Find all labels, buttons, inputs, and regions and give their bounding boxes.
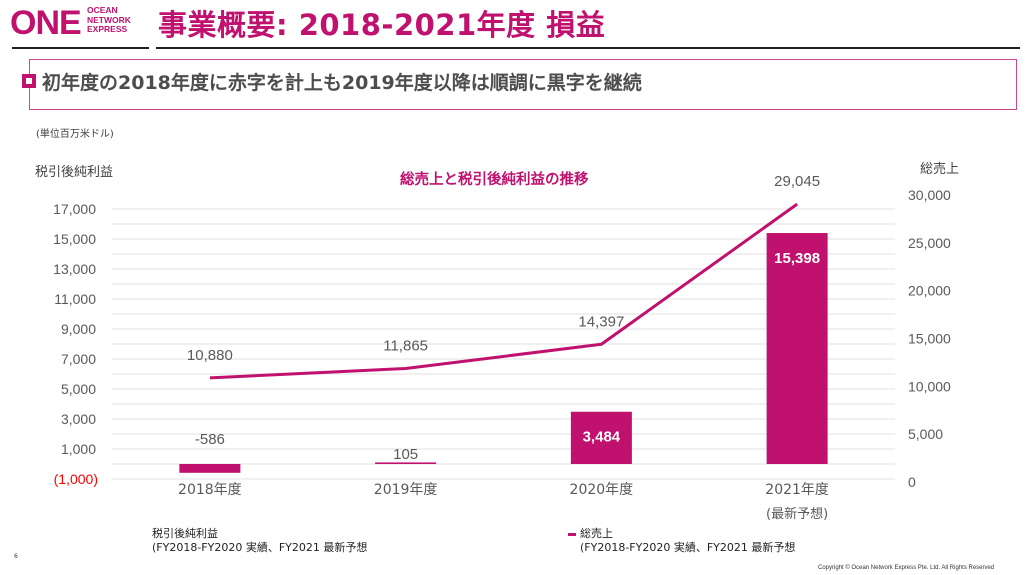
square-bullet-icon <box>22 74 36 88</box>
line-revenue <box>209 202 798 380</box>
logo-mark: ONE <box>10 4 82 42</box>
left-axis-tick-label: 5,000 <box>61 381 96 397</box>
bar-net-income <box>179 464 241 473</box>
bar-net-income <box>766 233 828 464</box>
legend-label: 税引後純利益 <box>152 527 218 540</box>
right-axis-tick-label: 10,000 <box>908 378 951 394</box>
category-label: 2019年度 <box>374 482 438 498</box>
left-axis-tick-label: 1,000 <box>61 441 96 457</box>
category-sublabel: (最新予想) <box>766 506 828 522</box>
legend-line-swatch-icon <box>568 533 576 536</box>
right-axis-tick-label: 25,000 <box>908 235 951 251</box>
left-axis-tick-label: 11,000 <box>54 291 96 307</box>
logo-text: OCEAN NETWORK EXPRESS <box>87 5 131 35</box>
header-divider-left <box>12 47 149 49</box>
right-axis-tick-label: 30,000 <box>908 187 951 203</box>
line-data-label: 10,880 <box>187 347 233 364</box>
chart-title: 総売上と税引後純利益の推移 <box>400 172 589 188</box>
left-axis-tick-label: 17,000 <box>53 201 96 217</box>
category-label: 2021年度 <box>765 482 829 498</box>
subtitle-text: 初年度の2018年度に赤字を計上も2019年度以降は順調に黒字を継続 <box>42 72 642 94</box>
logo-text-line: NETWORK <box>87 14 131 25</box>
legend-note: (FY2018-FY2020 実績、FY2021 最新予想 <box>580 541 796 554</box>
unit-label: (単位百万米ドル) <box>36 129 114 140</box>
bar-data-label: 3,484 <box>583 429 621 446</box>
right-axis-tick-label: 5,000 <box>908 426 943 442</box>
right-axis-title: 総売上 <box>920 162 960 177</box>
bar-net-income <box>375 462 437 464</box>
bar-data-label: -586 <box>195 431 225 448</box>
logo-text-line: OCEAN <box>87 5 118 15</box>
legend-note: (FY2018-FY2020 実績、FY2021 最新予想 <box>152 541 368 554</box>
legend-item-net-income: 税引後純利益 (FY2018-FY2020 実績、FY2021 最新予想 <box>152 527 367 555</box>
right-axis-tick-label: 20,000 <box>908 283 951 299</box>
copyright: Copyright © Ocean Network Express Pte. L… <box>818 565 995 571</box>
left-axis-tick-label: 15,000 <box>53 231 96 247</box>
legend-item-revenue: 総売上 (FY2018-FY2020 実績、FY2021 最新予想 <box>580 527 795 555</box>
left-axis-tick-label: 13,000 <box>53 261 96 277</box>
page-number: 6 <box>14 553 18 560</box>
left-axis-title: 税引後純利益 <box>35 165 114 180</box>
category-label: 2018年度 <box>178 482 242 498</box>
left-axis-tick-label: 9,000 <box>61 321 96 337</box>
bar-data-label: 15,398 <box>774 250 820 267</box>
bar-data-label: 105 <box>393 446 418 463</box>
line-data-label: 14,397 <box>578 313 624 330</box>
logo-text-line: EXPRESS <box>87 24 128 34</box>
header-divider-right <box>156 47 1020 49</box>
page-title: 事業概要: 2018-2021年度 損益 <box>158 8 606 42</box>
left-axis-tick-label: 3,000 <box>61 411 96 427</box>
line-data-label: 11,865 <box>383 337 428 354</box>
bar-net-income <box>570 411 632 464</box>
right-axis-tick-label: 0 <box>908 474 916 490</box>
legend-label: 総売上 <box>580 527 613 540</box>
right-axis-tick-label: 15,000 <box>908 331 951 347</box>
category-label: 2020年度 <box>570 482 634 498</box>
left-axis-tick-label: (1,000) <box>54 471 98 487</box>
line-data-label: 29,045 <box>774 173 820 190</box>
left-axis-tick-label: 7,000 <box>61 351 96 367</box>
